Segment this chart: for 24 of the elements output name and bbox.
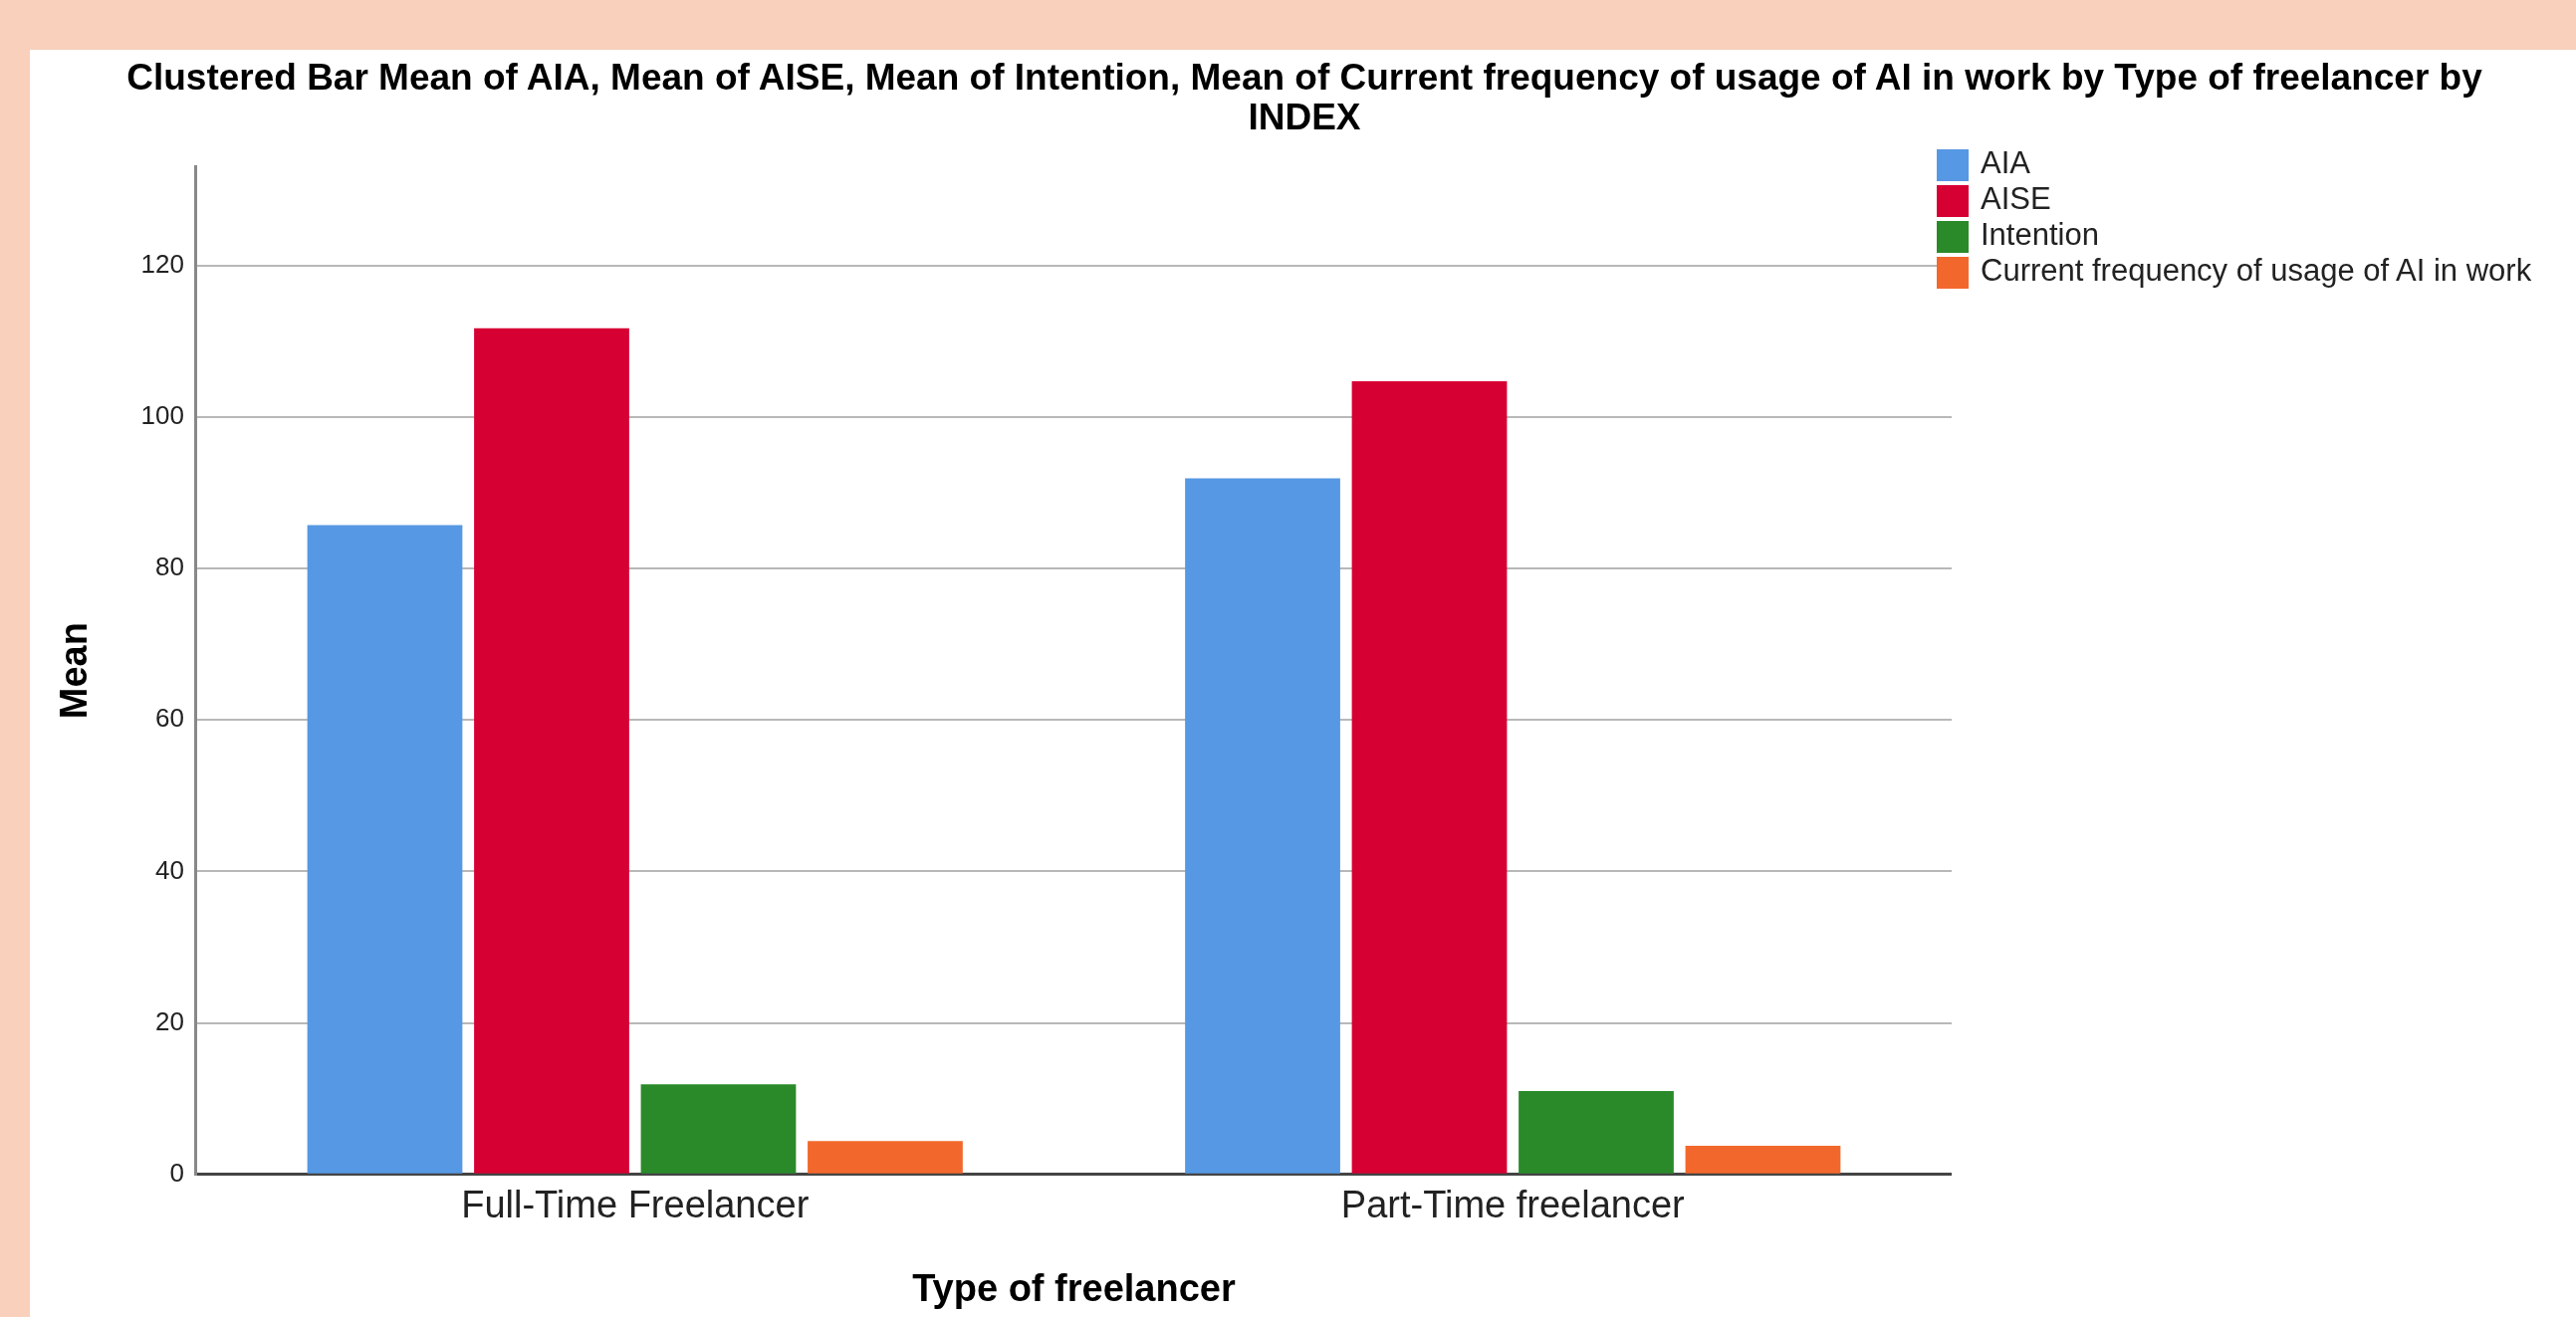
- y-tick-label: 0: [169, 1157, 184, 1188]
- x-tick-label: Full-Time Freelancer: [461, 1184, 810, 1226]
- bar: [1185, 478, 1340, 1174]
- bar: [474, 328, 629, 1174]
- bar: [808, 1141, 963, 1174]
- bar: [1685, 1145, 1841, 1174]
- y-tick-label: 40: [155, 854, 184, 885]
- x-tick-label: Part-Time freelancer: [1340, 1184, 1686, 1226]
- y-tick-label: 120: [140, 248, 184, 279]
- bar: [640, 1084, 797, 1174]
- y-tick-label: 80: [155, 551, 184, 582]
- legend-label: AISE: [1981, 181, 2051, 216]
- y-axis-title: Mean: [53, 622, 96, 720]
- y-tick-label: 20: [155, 1005, 184, 1036]
- legend-label: Current frequency of usage of AI in work: [1981, 253, 2532, 288]
- x-axis-title: Type of freelancer: [912, 1266, 1236, 1309]
- chart-title: Clustered Bar Mean of AIA, Mean of AISE, Mean of Intention, Mean of Current frequency of usage of AI in work by Type of freelancer by INDEX: [125, 57, 2483, 137]
- y-tick-label: 100: [140, 399, 184, 430]
- y-tick-label: 60: [155, 703, 184, 734]
- legend-label: Intention: [1981, 217, 2099, 252]
- bar: [1519, 1091, 1674, 1174]
- bar: [307, 525, 463, 1174]
- bar: [1351, 380, 1508, 1174]
- legend-label: AIA: [1981, 145, 2030, 180]
